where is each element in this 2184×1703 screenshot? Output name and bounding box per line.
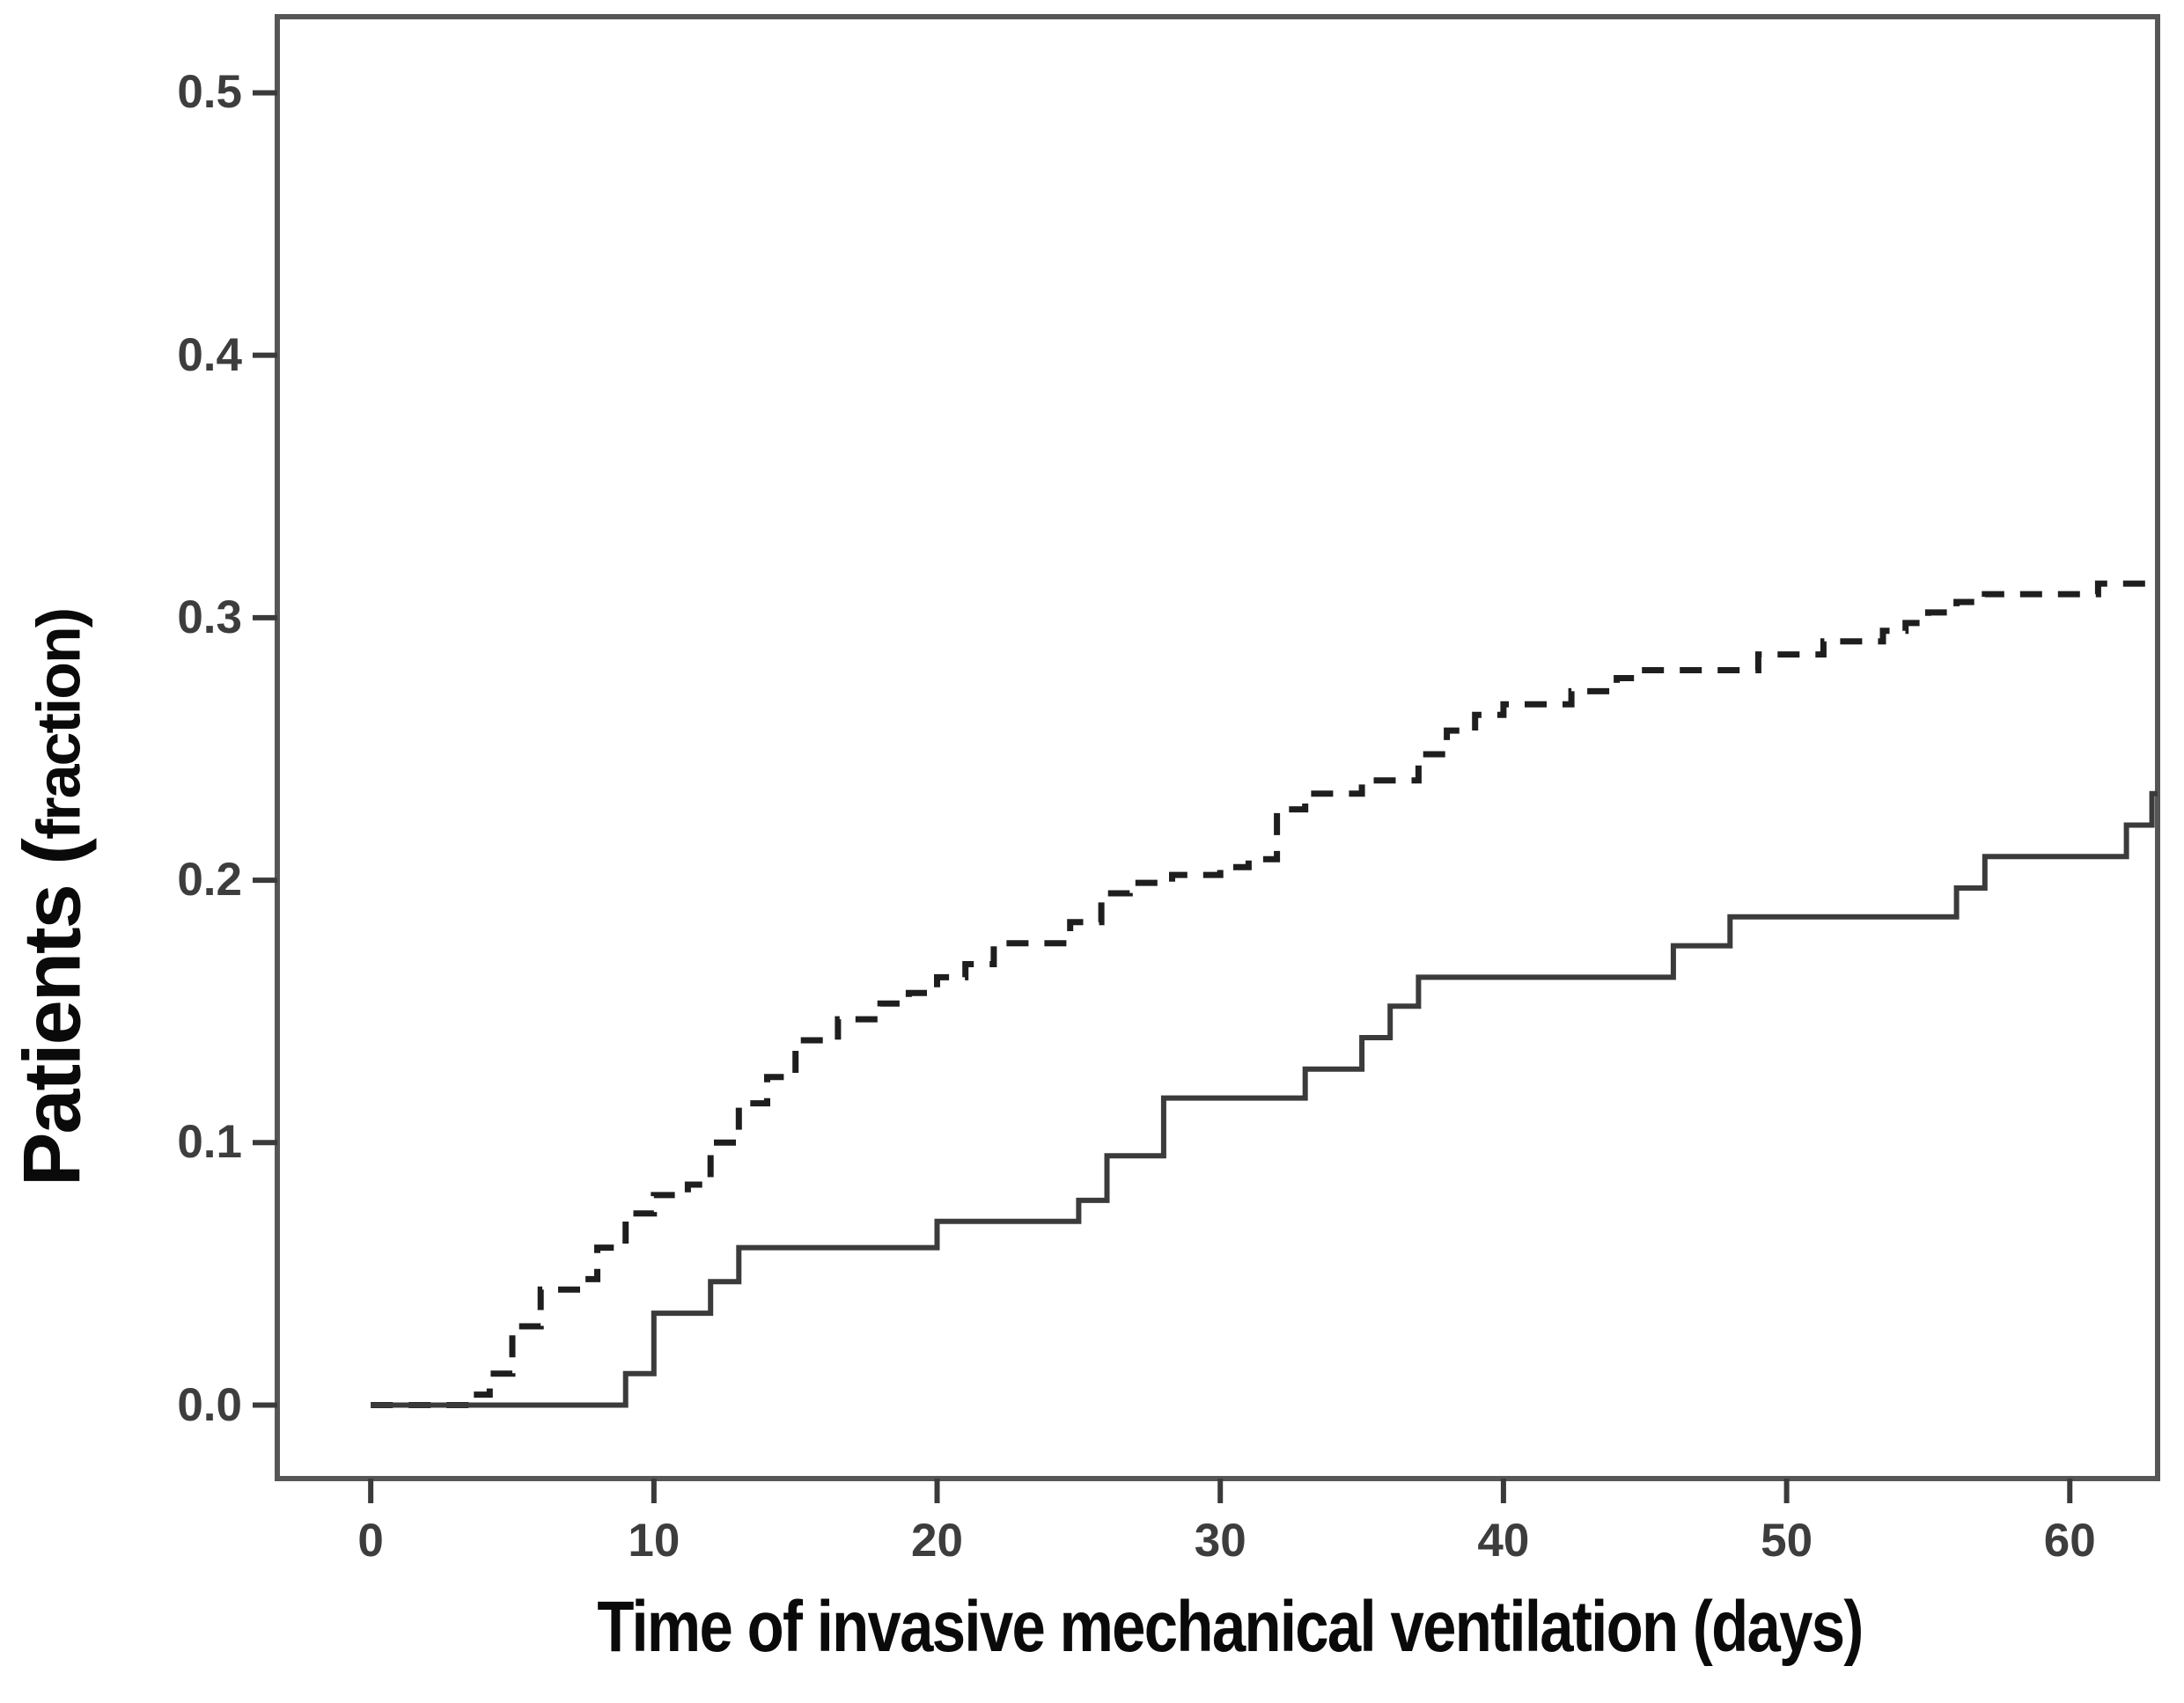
dashed-step-curve	[371, 580, 2158, 1408]
plot-frame	[275, 14, 2160, 1481]
x-axis-title: Time of invasive mechanical ventilation …	[597, 1587, 1864, 1667]
x-tick-label: 50	[1761, 1515, 1813, 1567]
y-axis-tick-marks	[253, 90, 277, 1408]
y-tick-label: 0.2	[177, 854, 242, 907]
solid-step-curve	[371, 790, 2158, 1408]
y-axis-title-main: Patients (	[7, 839, 98, 1187]
x-tick-label: 20	[911, 1515, 963, 1567]
x-tick-label: 30	[1194, 1515, 1246, 1567]
y-axis-title: Patients (fraction)	[7, 609, 99, 1186]
x-tick-label: 40	[1477, 1515, 1530, 1567]
y-tick-label: 0.3	[177, 591, 242, 643]
y-tick-label: 0.5	[177, 66, 242, 119]
y-tick-label: 0.1	[177, 1116, 242, 1169]
x-tick-label: 60	[2043, 1515, 2096, 1567]
x-tick-label: 0	[357, 1515, 384, 1567]
y-tick-label: 0.0	[177, 1378, 242, 1431]
y-axis-title-sub: fraction)	[24, 608, 93, 840]
x-tick-label: 10	[628, 1515, 680, 1567]
y-tick-label: 0.4	[177, 328, 242, 381]
x-axis-tick-marks	[368, 1479, 2073, 1503]
